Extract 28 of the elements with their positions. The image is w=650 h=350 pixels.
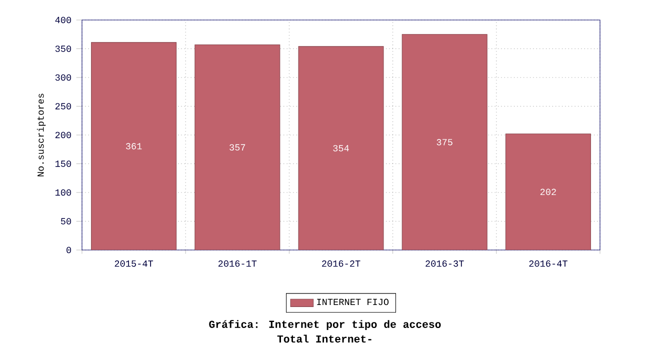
x-tick-label: 2016-2T (322, 260, 360, 267)
data-label: 202 (540, 188, 556, 196)
x-tick-label: 2016-4T (529, 260, 568, 267)
y-tick-label: 150 (55, 160, 72, 167)
data-label: 361 (126, 143, 142, 150)
data-label: 375 (436, 139, 452, 146)
x-tick-label: 2016-1T (218, 260, 257, 267)
y-tick-label: 350 (55, 46, 72, 52)
data-label: 357 (230, 144, 246, 151)
data-label: 354 (333, 145, 349, 152)
bar (298, 46, 384, 250)
y-tick-label: 0 (66, 246, 72, 254)
text: Gráfica: Internet por tipo de acceso (209, 320, 441, 330)
y-tick-label: 300 (55, 74, 72, 81)
bar (402, 34, 488, 250)
x-tick-label: 2016-3T (426, 260, 464, 267)
bar (194, 44, 280, 250)
y-tick-label: 100 (55, 189, 72, 196)
bar (91, 42, 177, 250)
y-tick-label: 400 (55, 16, 72, 24)
bar (505, 134, 591, 250)
legend-label: INTERNET FIJO (317, 298, 389, 306)
x-tick-label: 2015-4T (114, 260, 154, 267)
y-tick-label: 50 (60, 218, 72, 224)
text: Total Internet- (277, 334, 372, 343)
y-tick-label: 200 (55, 132, 72, 138)
y-axis-title: No.suscriptores (36, 94, 46, 176)
y-tick-label: 250 (55, 103, 72, 110)
